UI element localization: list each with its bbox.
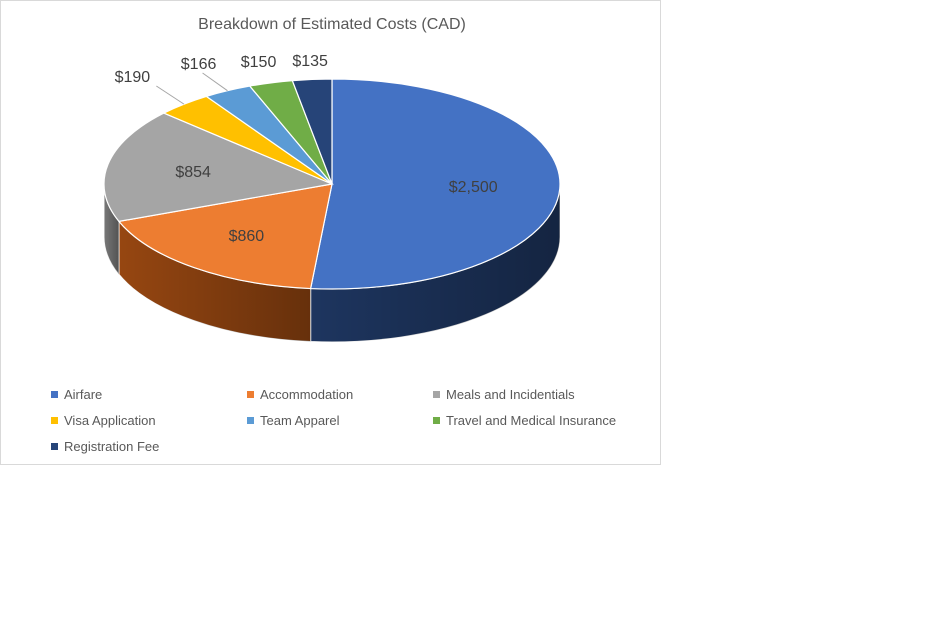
data-label: $860: [229, 228, 265, 245]
legend-label: Visa Application: [64, 413, 156, 428]
slice-meals-and-incidentials[interactable]: [103, 112, 335, 223]
legend-item[interactable]: Registration Fee: [51, 439, 159, 454]
slice-accommodation[interactable]: [117, 183, 333, 290]
legend-item[interactable]: Meals and Incidentials: [433, 387, 575, 402]
legend-label: Accommodation: [260, 387, 354, 402]
legend-swatch: [247, 391, 254, 398]
legend-item[interactable]: Team Apparel: [247, 413, 340, 428]
legend-swatch: [247, 417, 254, 424]
slice-side-shade: [310, 184, 560, 342]
legend-label: Meals and Incidentials: [446, 387, 575, 402]
legend-label: Travel and Medical Insurance: [446, 413, 617, 428]
pie-chart-3d: Breakdown of Estimated Costs (CAD) $2,50…: [103, 16, 561, 343]
slice-registration-fee[interactable]: [291, 78, 333, 185]
legend-swatch: [433, 417, 440, 424]
data-labels: $2,500 $860 $854 $190 $166 $150 $135: [115, 53, 498, 245]
leader-line: [202, 72, 228, 92]
data-label: $135: [292, 53, 328, 70]
legend-swatch: [433, 391, 440, 398]
label-leader-lines: [156, 72, 228, 105]
slice-side-shade: [104, 184, 119, 275]
legend-label: Team Apparel: [260, 413, 340, 428]
data-label: $2,500: [449, 179, 498, 196]
legend-swatch: [51, 443, 58, 450]
legend-item[interactable]: Accommodation: [247, 387, 353, 402]
legend-item[interactable]: Visa Application: [51, 413, 156, 428]
data-label: $854: [175, 164, 211, 181]
slice-side-shade: [118, 221, 311, 342]
data-label: $166: [181, 56, 217, 73]
legend-label: Airfare: [64, 387, 103, 402]
legend-label: Registration Fee: [64, 439, 160, 454]
pie-sides: [103, 183, 561, 343]
legend-item[interactable]: Airfare: [51, 387, 102, 402]
chart-area[interactable]: Breakdown of Estimated Costs (CAD) $2,50…: [0, 0, 661, 465]
data-label: $150: [241, 54, 277, 71]
legend-swatch: [51, 417, 58, 424]
pie-tops: [103, 78, 561, 290]
leader-line: [156, 85, 185, 105]
chart-title: Breakdown of Estimated Costs (CAD): [198, 16, 466, 33]
slice-airfare[interactable]: [309, 78, 561, 290]
data-label: $190: [115, 69, 151, 86]
legend-swatch: [51, 391, 58, 398]
legend-item[interactable]: Travel and Medical Insurance: [433, 413, 616, 428]
